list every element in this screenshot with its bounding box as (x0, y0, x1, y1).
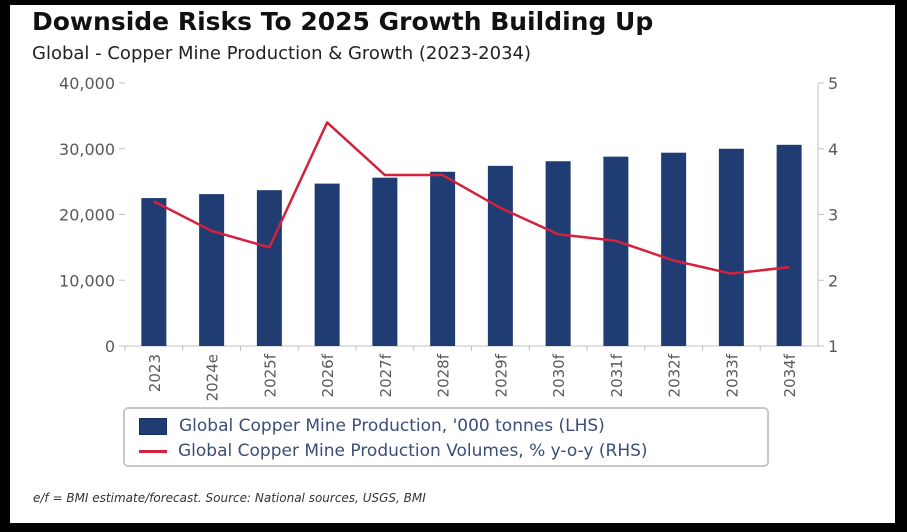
bar-production (487, 165, 513, 346)
x-tick-label: 2028f (435, 353, 453, 397)
chart-panel: Downside Risks To 2025 Growth Building U… (10, 5, 895, 523)
bar-production (256, 190, 282, 346)
right-tick-label: 2 (828, 271, 838, 290)
x-tick-label: 2025f (261, 353, 279, 397)
bar-production (141, 198, 167, 346)
x-tick-label: 2023 (146, 354, 164, 392)
left-tick-label: 30,000 (59, 140, 115, 159)
chart-plot: 0 10,000 20,000 30,000 40,000 1 2 3 4 5 2023 2024e 2… (59, 74, 838, 401)
chart-legend: Global Copper Mine Production, '000 tonn… (123, 407, 769, 467)
legend-item-growth: Global Copper Mine Production Volumes, %… (139, 439, 648, 463)
legend-label-growth: Global Copper Mine Production Volumes, %… (178, 441, 648, 461)
left-tick-label: 0 (105, 337, 115, 356)
left-tick-label: 10,000 (59, 271, 115, 290)
left-tick-label: 20,000 (59, 206, 115, 225)
legend-line-swatch (139, 449, 167, 453)
legend-item-production: Global Copper Mine Production, '000 tonn… (139, 414, 605, 438)
bar-production (372, 177, 398, 346)
x-tick-label: 2032f (666, 353, 684, 397)
bar-production (545, 161, 571, 346)
right-tick-label: 5 (828, 74, 838, 93)
left-tick-label: 40,000 (59, 74, 115, 93)
x-tick-label: 2029f (492, 353, 510, 397)
x-tick-label: 2033f (723, 353, 741, 397)
bar-production (776, 144, 802, 346)
bar-production (603, 156, 629, 346)
chart-subtitle: Global - Copper Mine Production & Growth… (32, 43, 531, 64)
bar-production (430, 171, 456, 346)
x-tick-label: 2024e (204, 354, 222, 401)
right-tick-label: 1 (828, 337, 838, 356)
bar-production (661, 152, 687, 346)
chart-footnote: e/f = BMI estimate/forecast. Source: Nat… (33, 491, 426, 505)
x-tick-label: 2034f (781, 353, 799, 397)
bar-production (718, 148, 744, 346)
x-tick-label: 2031f (608, 353, 626, 397)
legend-label-production: Global Copper Mine Production, '000 tonn… (179, 416, 605, 436)
line-growth (153, 121, 790, 275)
bar-production (199, 194, 225, 346)
x-tick-label: 2026f (319, 353, 337, 397)
legend-bar-swatch (139, 417, 167, 435)
bar-production (314, 183, 340, 346)
right-tick-label: 3 (828, 206, 838, 225)
x-tick-label: 2030f (550, 353, 568, 397)
x-tick-label: 2027f (377, 353, 395, 397)
chart-title: Downside Risks To 2025 Growth Building U… (32, 7, 654, 36)
right-tick-label: 4 (828, 140, 838, 159)
